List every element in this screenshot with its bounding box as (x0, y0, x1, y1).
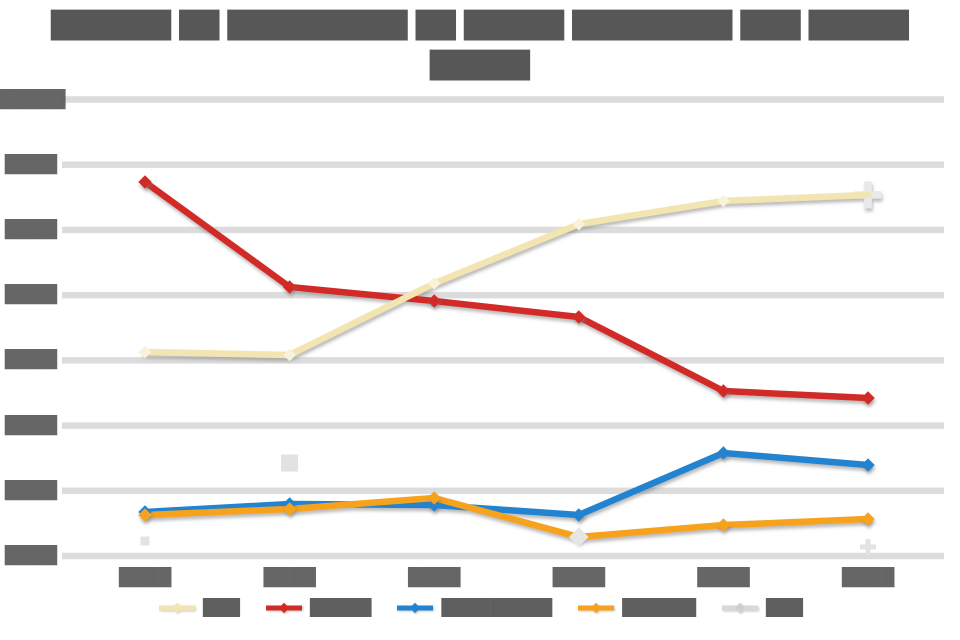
legend: ███ █████ █████████ ██████ ███ (0, 598, 960, 617)
legend-item-blue: █████████ (395, 598, 552, 617)
light-markers (138, 194, 876, 556)
y-tick-label: ████ (4, 350, 57, 371)
x-tick-label: ████ (841, 568, 895, 588)
legend-line-icon (397, 602, 434, 613)
legend-item-label: █████████ (441, 598, 553, 617)
legend-item-gray: ███ (720, 598, 803, 617)
x-tick-label: ████ (118, 568, 172, 588)
y-tick-label: ████ (4, 415, 57, 436)
series-line-orange (141, 494, 872, 541)
y-tick-label: ████ (4, 480, 57, 501)
chart-title: ██████ ██ █████████ ██ █████ ████████ ██… (0, 6, 960, 86)
gridlines (62, 96, 944, 560)
x-tick-label: ████ (552, 568, 605, 588)
x-tick-label: ████ (408, 568, 461, 588)
series-line-red (141, 178, 872, 402)
chart-title-line2: █████ (430, 51, 530, 81)
y-tick-label: ████ (4, 546, 57, 566)
series-line-blue (141, 449, 872, 519)
legend-line-icon (578, 602, 615, 613)
legend-item-label: █████ (309, 598, 372, 617)
y-tick-label: ████ (4, 285, 57, 306)
legend-item-cream: ███ (157, 598, 240, 617)
y-tick-label: ████ (4, 219, 57, 240)
legend-item-label: ██████ (622, 598, 697, 617)
legend-item-red: █████ (264, 598, 372, 617)
chart-title-line1: ██████ ██ █████████ ██ █████ ████████ ██… (51, 11, 909, 41)
legend-item-orange: ██████ (576, 598, 696, 617)
series-lines (141, 178, 882, 541)
x-tick-label: ████ (263, 568, 316, 588)
legend-item-label: ███ (203, 598, 240, 617)
legend-line-icon (159, 602, 196, 613)
y-tick-label: █████ (0, 89, 66, 110)
legend-item-label: ███ (766, 598, 803, 617)
legend-line-icon (265, 602, 302, 613)
x-tick-label: ████ (697, 568, 750, 588)
legend-line-icon (722, 602, 759, 613)
y-tick-label: ████ (4, 154, 57, 175)
series-line-cream (141, 191, 872, 359)
